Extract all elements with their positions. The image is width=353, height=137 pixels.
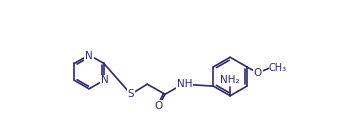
- Text: N: N: [85, 51, 93, 61]
- Text: NH₂: NH₂: [220, 75, 240, 85]
- Text: S: S: [128, 89, 134, 99]
- Text: CH₃: CH₃: [269, 63, 287, 73]
- Text: O: O: [253, 68, 262, 78]
- Text: O: O: [155, 101, 163, 111]
- Text: N: N: [101, 75, 108, 85]
- Text: NH: NH: [176, 79, 192, 89]
